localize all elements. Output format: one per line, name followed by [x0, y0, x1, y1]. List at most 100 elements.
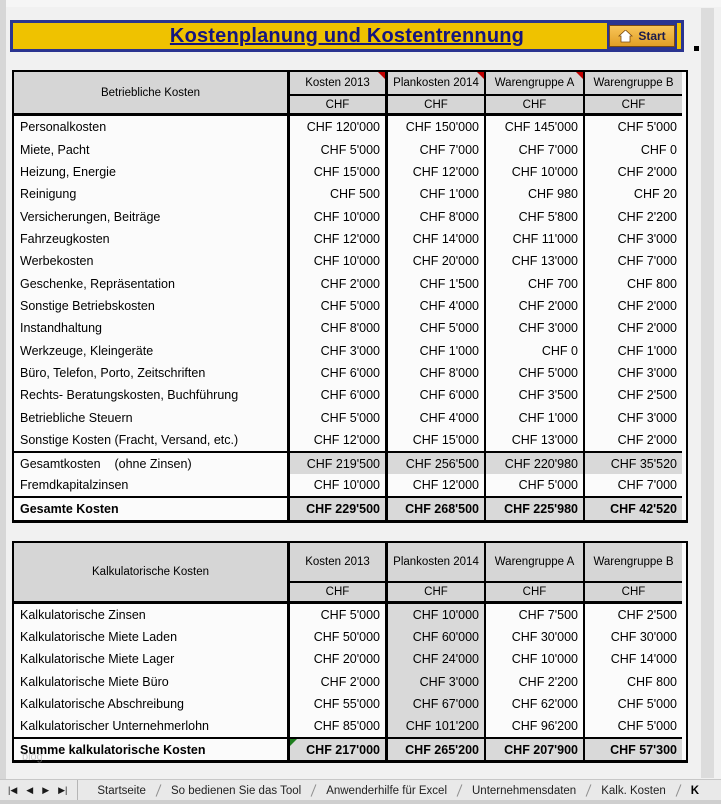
cost-value-cell[interactable]: CHF 1'000 — [583, 339, 682, 362]
row-label-cell[interactable]: Betriebliche Steuern — [20, 410, 133, 425]
row-label-cell[interactable]: Kalkulatorische Miete Büro — [20, 674, 169, 689]
sheet-tab-anwenderhilfe-f-r-excel[interactable]: Anwenderhilfe für Excel — [326, 784, 447, 797]
cost-value-cell[interactable]: CHF 2'000 — [583, 317, 682, 340]
cost-value-cell[interactable]: CHF 7'500 — [484, 604, 583, 627]
cost-value-cell[interactable]: CHF 10'000 — [484, 160, 583, 184]
cost-value-cell[interactable]: CHF 20'000 — [287, 648, 385, 671]
selection-handle[interactable] — [694, 46, 699, 51]
cost-value-cell[interactable]: CHF 5'000 — [287, 294, 385, 318]
cost-value-cell[interactable]: CHF 15'000 — [287, 160, 385, 184]
column-header[interactable]: Plankosten 2014 — [385, 543, 484, 583]
tab-scroll-previous-button[interactable]: ◀ — [26, 785, 34, 795]
cost-value-cell[interactable]: CHF 4'000 — [385, 294, 484, 318]
cost-value-cell[interactable]: CHF 800 — [583, 670, 682, 693]
unit-header-cell[interactable]: CHF — [583, 96, 682, 116]
cost-value-cell[interactable]: CHF 217'000 — [287, 737, 385, 761]
cost-value-cell[interactable]: CHF 8'000 — [385, 205, 484, 228]
cost-value-cell[interactable]: CHF 2'000 — [583, 294, 682, 318]
unit-header-cell[interactable]: CHF — [287, 96, 385, 116]
cost-value-cell[interactable]: CHF 4'000 — [385, 406, 484, 429]
cost-value-cell[interactable]: CHF 6'000 — [287, 361, 385, 385]
cost-value-cell[interactable]: CHF 12'000 — [287, 428, 385, 452]
cost-value-cell[interactable]: CHF 256'500 — [385, 451, 484, 475]
cost-value-cell[interactable]: CHF 20'000 — [385, 250, 484, 273]
cost-value-cell[interactable]: CHF 6'000 — [385, 384, 484, 407]
cost-value-cell[interactable]: CHF 13'000 — [484, 428, 583, 452]
cost-value-cell[interactable]: CHF 145'000 — [484, 116, 583, 139]
row-label-cell[interactable]: Fremdkapitalzinsen — [20, 478, 129, 493]
cost-value-cell[interactable]: CHF 11'000 — [484, 227, 583, 251]
cost-value-cell[interactable]: CHF 10'000 — [385, 604, 484, 627]
cost-value-cell[interactable]: CHF 0 — [484, 339, 583, 362]
cost-value-cell[interactable]: CHF 207'900 — [484, 737, 583, 761]
column-header[interactable]: Warengruppe B — [583, 72, 682, 96]
cost-value-cell[interactable]: CHF 0 — [583, 138, 682, 161]
row-label-cell[interactable]: Kalkulatorische Miete Lager — [20, 652, 175, 667]
column-header[interactable]: Warengruppe A — [484, 72, 583, 96]
unit-header-cell[interactable]: CHF — [287, 583, 385, 604]
cost-value-cell[interactable]: CHF 700 — [484, 272, 583, 295]
row-label-cell[interactable]: Fahrzeugkosten — [20, 231, 110, 246]
row-label-cell[interactable]: Gesamte Kosten — [14, 496, 287, 520]
cost-value-cell[interactable]: CHF 2'000 — [583, 428, 682, 452]
cost-value-cell[interactable]: CHF 12'000 — [385, 474, 484, 497]
row-label-cell[interactable]: Versicherungen, Beiträge — [20, 209, 161, 224]
cost-value-cell[interactable]: CHF 1'000 — [484, 406, 583, 429]
column-header[interactable]: Kosten 2013 — [287, 543, 385, 583]
unit-header-cell[interactable]: CHF — [484, 583, 583, 604]
cost-value-cell[interactable]: CHF 219'500 — [287, 451, 385, 475]
cost-value-cell[interactable]: CHF 2'500 — [583, 384, 682, 407]
cost-value-cell[interactable]: CHF 5'000 — [583, 116, 682, 139]
row-label-cell[interactable]: Kalkulatorische Zinsen — [20, 608, 146, 623]
cost-value-cell[interactable]: CHF 12'000 — [287, 227, 385, 251]
cost-value-cell[interactable]: CHF 60'000 — [385, 626, 484, 649]
horizontal-scrollbar[interactable] — [0, 800, 721, 804]
cost-value-cell[interactable]: CHF 5'800 — [484, 205, 583, 228]
tab-scroll-next-button[interactable]: ▶ — [42, 785, 50, 795]
cost-value-cell[interactable]: CHF 229'500 — [287, 496, 385, 521]
unit-header-cell[interactable]: CHF — [484, 96, 583, 116]
row-label-cell[interactable]: Kalkulatorische Miete Laden — [20, 630, 178, 645]
column-header[interactable]: Warengruppe A — [484, 543, 583, 583]
start-button[interactable]: Start — [609, 25, 675, 47]
unit-header-cell[interactable]: CHF — [385, 96, 484, 116]
sheet-tab-unternehmensdaten[interactable]: Unternehmensdaten — [472, 784, 577, 797]
cost-value-cell[interactable]: CHF 2'000 — [287, 272, 385, 295]
row-label-cell[interactable]: Werbekosten — [20, 254, 94, 269]
cost-value-cell[interactable]: CHF 14'000 — [583, 648, 682, 671]
cost-value-cell[interactable]: CHF 225'980 — [484, 496, 583, 521]
cost-value-cell[interactable]: CHF 30'000 — [583, 626, 682, 649]
cost-value-cell[interactable]: CHF 2'500 — [583, 604, 682, 627]
cost-value-cell[interactable]: CHF 12'000 — [385, 160, 484, 184]
row-label-cell[interactable]: Summe kalkulatorische Kosten — [14, 737, 287, 760]
cost-value-cell[interactable]: CHF 7'000 — [583, 474, 682, 497]
sheet-tab-kalk-kosten[interactable]: Kalk. Kosten — [601, 784, 666, 797]
cost-value-cell[interactable]: CHF 2'000 — [583, 160, 682, 184]
row-label-cell[interactable]: Reinigung — [20, 187, 77, 202]
cost-value-cell[interactable]: CHF 5'000 — [583, 714, 682, 738]
row-label-cell[interactable]: Werkzeuge, Kleingeräte — [20, 343, 154, 358]
cost-value-cell[interactable]: CHF 3'500 — [484, 384, 583, 407]
cost-value-cell[interactable]: CHF 24'000 — [385, 648, 484, 671]
cost-value-cell[interactable]: CHF 5'000 — [287, 138, 385, 161]
cost-value-cell[interactable]: CHF 120'000 — [287, 116, 385, 139]
cost-value-cell[interactable]: CHF 3'000 — [583, 227, 682, 251]
cost-value-cell[interactable]: CHF 5'000 — [287, 604, 385, 627]
cost-value-cell[interactable]: CHF 85'000 — [287, 714, 385, 738]
cost-value-cell[interactable]: CHF 67'000 — [385, 692, 484, 715]
cost-value-cell[interactable]: CHF 3'000 — [484, 317, 583, 340]
cost-value-cell[interactable]: CHF 7'000 — [583, 250, 682, 273]
row-label-cell[interactable]: Kalkulatorische Abschreibung — [20, 696, 184, 711]
cost-value-cell[interactable]: CHF 5'000 — [484, 361, 583, 385]
cost-value-cell[interactable]: CHF 50'000 — [287, 626, 385, 649]
cost-value-cell[interactable]: CHF 5'000 — [484, 474, 583, 497]
cost-value-cell[interactable]: CHF 30'000 — [484, 626, 583, 649]
cost-value-cell[interactable]: CHF 3'000 — [287, 339, 385, 362]
cost-value-cell[interactable]: CHF 7'000 — [385, 138, 484, 161]
cost-value-cell[interactable]: CHF 268'500 — [385, 496, 484, 521]
cost-value-cell[interactable]: CHF 150'000 — [385, 116, 484, 139]
sheet-tab-so-bedienen-sie-das-tool[interactable]: So bedienen Sie das Tool — [170, 784, 302, 797]
cost-value-cell[interactable]: CHF 10'000 — [287, 250, 385, 273]
cost-value-cell[interactable]: CHF 96'200 — [484, 714, 583, 738]
row-label-cell[interactable]: Sonstige Kosten (Fracht, Versand, etc.) — [20, 432, 239, 447]
